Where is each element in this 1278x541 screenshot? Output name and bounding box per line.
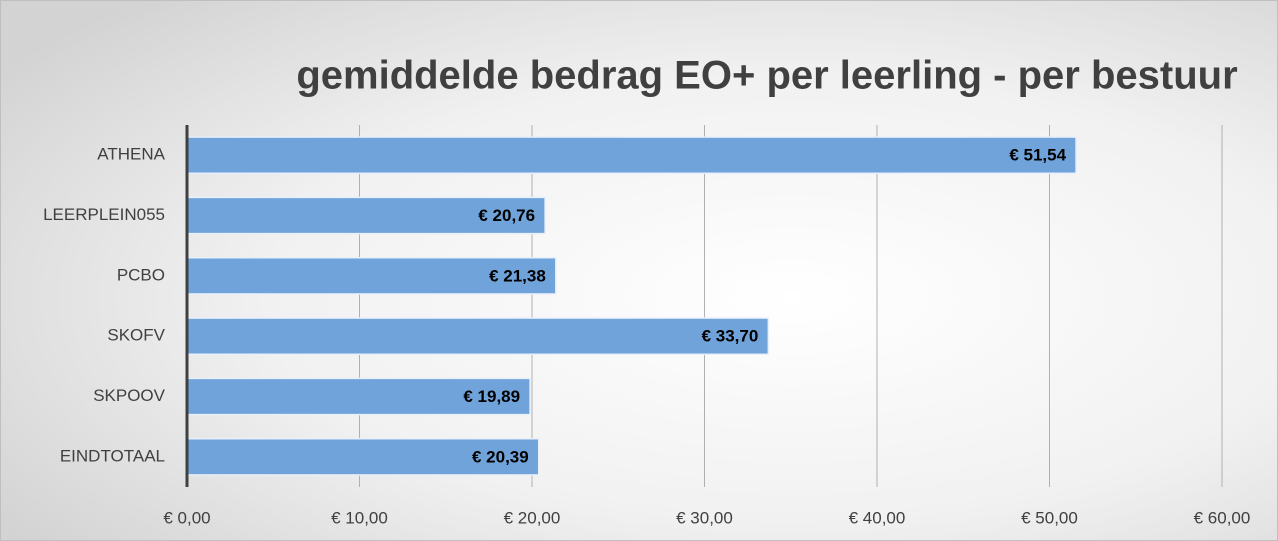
- y-tick-label: LEERPLEIN055: [43, 205, 165, 224]
- x-tick-label: € 40,00: [849, 508, 906, 527]
- data-label: € 21,38: [489, 266, 546, 285]
- y-tick-label: SKPOOV: [93, 386, 165, 405]
- y-tick-label: EINDTOTAAL: [60, 446, 165, 465]
- x-tick-label: € 50,00: [1021, 508, 1078, 527]
- y-tick-label: ATHENA: [97, 145, 165, 164]
- y-tick-label: SKOFV: [107, 326, 165, 345]
- bar: [186, 196, 546, 235]
- data-label: € 51,54: [1009, 146, 1066, 165]
- y-tick-label: PCBO: [117, 265, 165, 284]
- data-label: € 20,39: [472, 447, 529, 466]
- x-tick-label: € 0,00: [163, 508, 210, 527]
- chart-title: gemiddelde bedrag EO+ per leerling - per…: [296, 54, 1237, 98]
- bar: [186, 256, 557, 295]
- x-tick-label: € 10,00: [331, 508, 388, 527]
- bar: [186, 136, 1077, 175]
- bar: [186, 317, 770, 356]
- data-label: € 20,76: [478, 206, 535, 225]
- x-tick-label: € 30,00: [676, 508, 733, 527]
- data-label: € 33,70: [702, 327, 759, 346]
- bar: [186, 437, 540, 476]
- data-label: € 19,89: [463, 387, 520, 406]
- x-tick-label: € 20,00: [504, 508, 561, 527]
- x-tick-label: € 60,00: [1194, 508, 1251, 527]
